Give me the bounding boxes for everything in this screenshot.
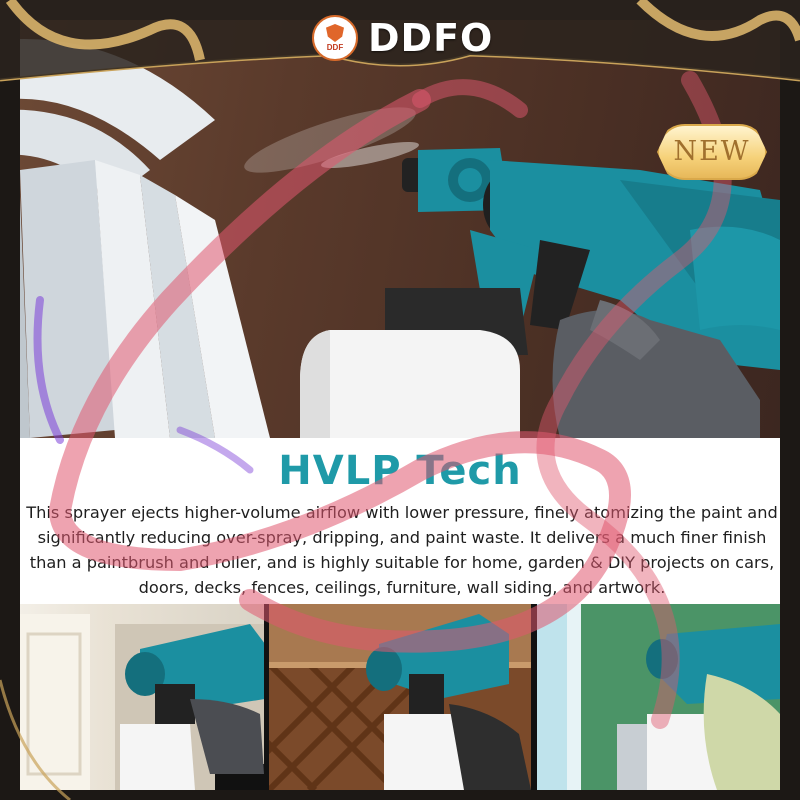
- feature-headline: HVLP Tech: [278, 448, 522, 494]
- spray-mist: [244, 107, 419, 173]
- new-badge: NEW: [657, 124, 767, 180]
- hero-photo: [0, 0, 800, 438]
- new-badge-label: NEW: [673, 136, 751, 167]
- thumbnail-window: [537, 604, 780, 790]
- brand-name: DDFO: [368, 16, 494, 60]
- brand-header: DDF DDFO: [312, 12, 493, 64]
- thumbnail-cabinet: [20, 604, 264, 790]
- brand-logo-text: DDF: [326, 43, 344, 52]
- shield-logo-icon: DDF: [312, 15, 358, 61]
- feature-description: This sprayer ejects higher-volume airflo…: [26, 503, 778, 597]
- thumbnail-fence: [269, 604, 531, 790]
- window-frame: [0, 39, 270, 438]
